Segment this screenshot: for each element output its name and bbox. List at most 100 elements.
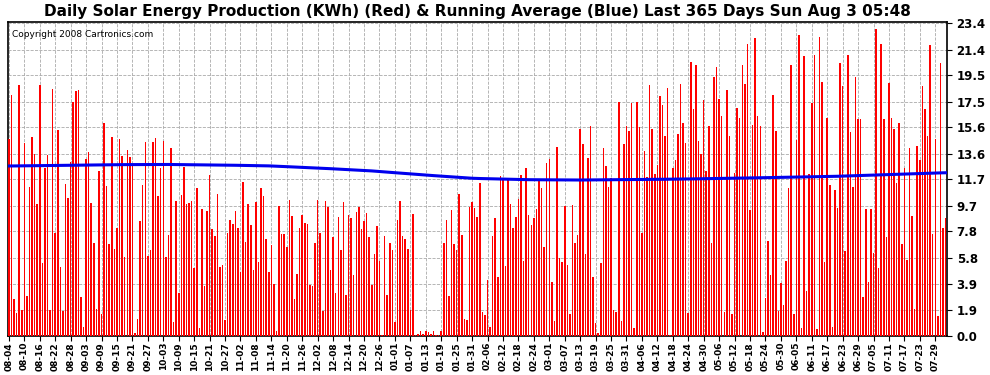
Bar <box>410 310 411 336</box>
Bar <box>610 178 612 336</box>
Bar <box>458 194 460 336</box>
Bar <box>569 314 570 336</box>
Bar <box>83 327 84 336</box>
Bar <box>37 204 38 336</box>
Bar <box>122 156 123 336</box>
Bar <box>940 63 941 336</box>
Bar <box>330 270 332 336</box>
Bar <box>328 207 329 336</box>
Bar <box>870 209 872 336</box>
Bar <box>381 335 383 336</box>
Bar <box>767 241 769 336</box>
Bar <box>294 299 295 336</box>
Bar <box>347 216 349 336</box>
Bar <box>135 333 136 336</box>
Title: Daily Solar Energy Production (KWh) (Red) & Running Average (Blue) Last 365 Days: Daily Solar Energy Production (KWh) (Red… <box>44 4 911 19</box>
Bar <box>175 201 177 336</box>
Bar <box>592 277 594 336</box>
Bar <box>729 136 731 336</box>
Bar <box>700 154 702 336</box>
Bar <box>579 129 581 336</box>
Bar <box>304 223 306 336</box>
Bar <box>914 309 916 336</box>
Bar <box>746 44 748 336</box>
Bar <box>170 148 172 336</box>
Bar <box>307 224 308 336</box>
Bar <box>291 216 293 336</box>
Bar <box>785 261 787 336</box>
Bar <box>507 177 509 336</box>
Bar <box>399 201 401 336</box>
Bar <box>634 328 635 336</box>
Bar <box>646 177 647 336</box>
Bar <box>273 284 274 336</box>
Bar <box>502 180 504 336</box>
Bar <box>436 335 437 336</box>
Bar <box>165 257 166 336</box>
Bar <box>539 180 540 336</box>
Bar <box>19 85 20 336</box>
Bar <box>111 137 113 336</box>
Bar <box>453 244 454 336</box>
Bar <box>737 108 738 336</box>
Bar <box>341 250 342 336</box>
Bar <box>896 183 898 336</box>
Bar <box>479 183 480 336</box>
Bar <box>167 236 169 336</box>
Bar <box>149 250 151 336</box>
Bar <box>783 305 784 336</box>
Bar <box>124 257 126 336</box>
Bar <box>160 168 161 336</box>
Bar <box>724 312 725 336</box>
Bar <box>24 143 25 336</box>
Bar <box>302 215 303 336</box>
Bar <box>230 220 231 336</box>
Bar <box>57 130 58 336</box>
Bar <box>428 332 429 336</box>
Bar <box>875 28 877 336</box>
Bar <box>775 131 776 336</box>
Bar <box>201 209 203 336</box>
Bar <box>140 221 141 336</box>
Bar <box>376 226 377 336</box>
Bar <box>749 210 750 336</box>
Bar <box>757 116 758 336</box>
Bar <box>711 243 712 336</box>
Bar <box>520 175 522 336</box>
Bar <box>600 263 602 336</box>
Bar <box>106 186 108 336</box>
Bar <box>762 332 763 336</box>
Bar <box>299 228 300 336</box>
Bar <box>854 78 856 336</box>
Bar <box>906 260 908 336</box>
Bar <box>402 236 403 336</box>
Bar <box>515 217 517 336</box>
Bar <box>186 204 187 336</box>
Bar <box>481 312 483 336</box>
Bar <box>225 320 226 336</box>
Bar <box>840 63 841 336</box>
Bar <box>232 224 234 336</box>
Bar <box>85 159 87 336</box>
Bar <box>278 206 280 336</box>
Bar <box>468 207 470 336</box>
Bar <box>796 140 797 336</box>
Bar <box>238 228 239 336</box>
Bar <box>680 84 681 336</box>
Bar <box>404 239 406 336</box>
Bar <box>154 138 156 336</box>
Bar <box>392 250 393 336</box>
Bar <box>497 278 499 336</box>
Bar <box>685 143 686 336</box>
Bar <box>629 131 630 336</box>
Bar <box>631 104 633 336</box>
Bar <box>257 262 259 336</box>
Bar <box>379 261 380 336</box>
Bar <box>860 119 861 336</box>
Bar <box>919 160 921 336</box>
Bar <box>29 187 31 336</box>
Bar <box>443 243 445 336</box>
Bar <box>865 210 866 336</box>
Bar <box>832 327 834 336</box>
Bar <box>584 255 586 336</box>
